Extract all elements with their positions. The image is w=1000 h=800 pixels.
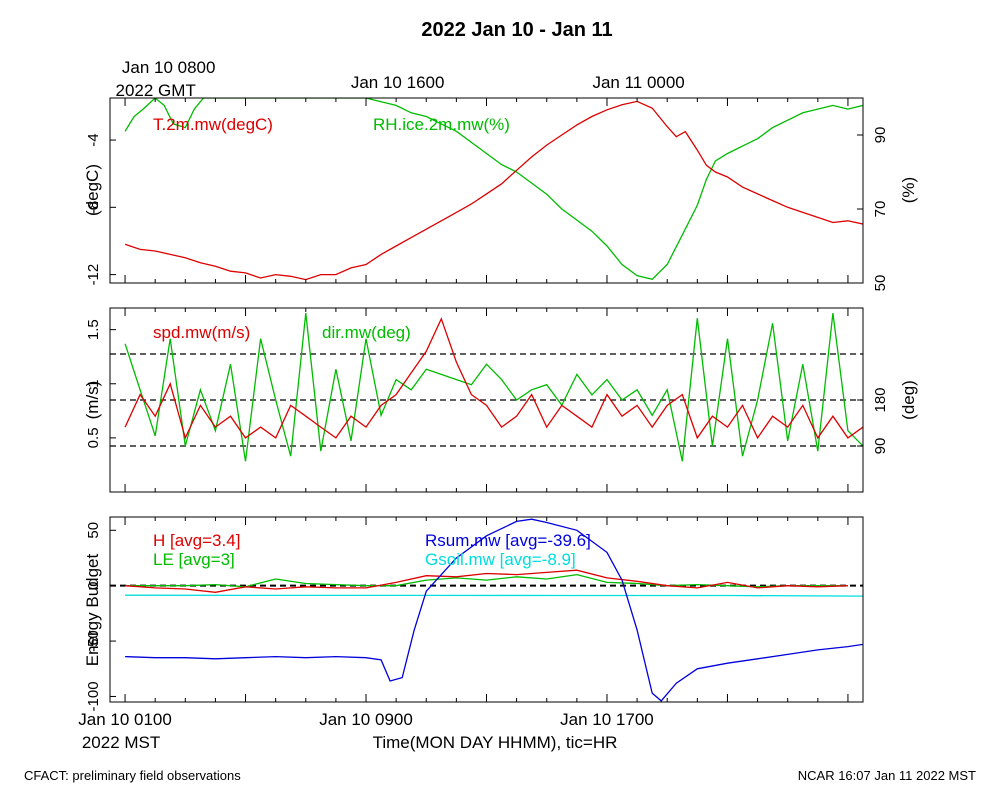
y-axis-label-left: (degC) [83, 164, 102, 216]
legend-entry: spd.mw(m/s) [153, 323, 250, 342]
top-axis-label: 2022 GMT [116, 81, 196, 100]
top-axis-label: Jan 10 0800 [122, 58, 216, 77]
y-axis-label-left: Energy Budget [83, 553, 102, 666]
legend-entry: Rsum.mw [avg=-39.6] [425, 531, 591, 550]
legend-entry: Gsoil.mw [avg=-8.9] [425, 550, 576, 569]
top-axis-label: Jan 11 0000 [592, 73, 684, 92]
y-axis-label-left: (m/s) [83, 381, 102, 420]
legend-entry: T.2m.mw(degC) [153, 115, 273, 134]
y-tick-label-left: -100 [85, 681, 102, 711]
y-tick-label-left: 0 [85, 582, 102, 590]
footer-right: NCAR 16:07 Jan 11 2022 MST [797, 768, 976, 783]
y-tick-label-left: -8 [85, 201, 102, 214]
y-axis-label-right: (deg) [899, 380, 918, 420]
series-line-spd-mw-m-s- [124, 317, 863, 440]
series-line-h [125, 569, 848, 593]
panel-temperature-humidity: -12 -8 -4 50 70 90 (degC) (%) T.2m.mw(degC) RH.ic… [83, 58, 918, 291]
chart-title: 2022 Jan 10 - Jan 11 [421, 19, 612, 41]
y-tick-label-left: -50 [85, 630, 102, 652]
bottom-axis-label: 2022 MST [82, 733, 160, 752]
y-tick-label-left: 50 [85, 522, 102, 539]
y-tick-label-left: 1 [85, 380, 102, 388]
series-line-t-2m-mw-degc- [124, 100, 863, 281]
series-line-dir-mw-deg- [124, 313, 863, 462]
bottom-axis-label: Jan 10 1700 [560, 710, 654, 729]
series-line-gsoil-mw [125, 594, 863, 597]
series-line-rh-ice-2m-mw- [124, 98, 863, 281]
y-tick-label-left: -4 [85, 133, 102, 146]
plot-area [124, 98, 863, 281]
y-tick-label-right: 50 [872, 275, 889, 292]
y-axis-label-right: (%) [899, 177, 918, 203]
bottom-axis-label: Jan 10 0900 [319, 710, 413, 729]
bottom-axis-label: Jan 10 0100 [78, 710, 172, 729]
y-tick-label-left: 1.5 [85, 319, 102, 340]
y-tick-label-right: 90 [872, 127, 889, 144]
x-axis-label: Time(MON DAY HHMM), tic=HR [373, 733, 618, 752]
legend-entry: LE [avg=3] [153, 550, 235, 569]
y-tick-label-right: 90 [872, 438, 889, 455]
legend-entry: H [avg=3.4] [153, 531, 240, 550]
legend-entry: dir.mw(deg) [322, 323, 411, 342]
y-tick-label-right: 180 [872, 387, 889, 412]
panel-energy-budget: -100 -50 0 50 Energy Budget H [avg=3.4]LE [av… [78, 516, 864, 752]
top-axis-label: Jan 10 1600 [351, 73, 445, 92]
panel-wind: 0.5 1 1.5 90 180 (m/s) (deg) spd.mw(m/s) dir.mw(… [83, 307, 918, 493]
footer-left: CFACT: preliminary field observations [24, 768, 241, 783]
y-tick-label-left: -12 [85, 264, 102, 286]
plot-area [110, 518, 863, 702]
plot-area [110, 313, 863, 462]
y-tick-label-right: 70 [872, 201, 889, 218]
legend-entry: RH.ice.2m.mw(%) [373, 115, 510, 134]
y-tick-label-left: 0.5 [85, 427, 102, 448]
series-line-rsum-mw [125, 518, 863, 702]
